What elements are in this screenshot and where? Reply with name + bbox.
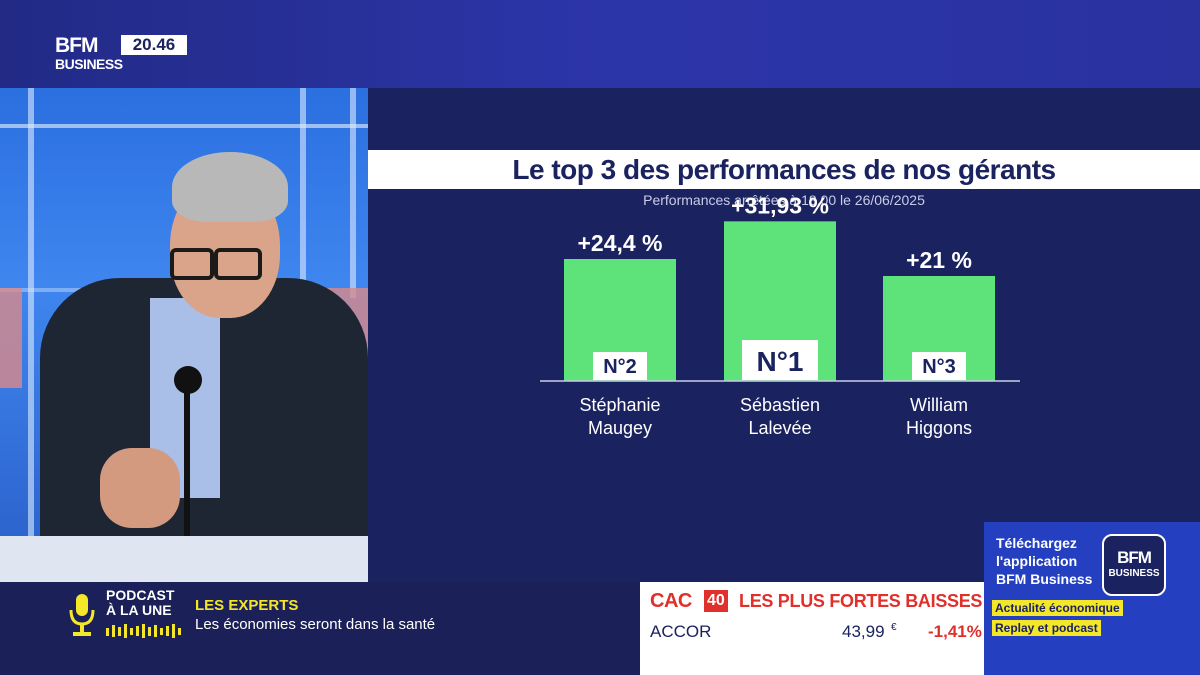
microphone-stand (184, 378, 190, 548)
chart-subtitle: Performances arrêtées à 18.00 le 26/06/2… (643, 192, 925, 208)
top-band (0, 0, 1200, 88)
program-title: LES EXPERTS (195, 597, 299, 614)
podcast-line1: PODCAST (106, 587, 175, 603)
presenter-glasses (170, 248, 214, 280)
index-name: CAC (650, 590, 692, 612)
clock: 20.46 (121, 35, 187, 55)
presenter-glasses (214, 248, 262, 280)
category-label: Stéphanie (579, 395, 660, 415)
rank-badge (742, 340, 818, 380)
logo-bottom-text: BUSINESS (55, 56, 123, 72)
data-label: +31,93 % (731, 192, 829, 218)
bfm-app-logo: BFM BUSINESS (1102, 534, 1166, 596)
chart-panel: Le top 3 des performances de nos gérants… (368, 88, 1200, 582)
studio-desk (0, 536, 368, 582)
market-ticker-box (640, 582, 984, 675)
studio-video-feed (0, 88, 368, 582)
microphone-icon (174, 366, 202, 394)
promo-text: Téléchargez l'application BFM Business (996, 534, 1106, 588)
index-number: 40 (704, 590, 728, 612)
bfm-business-logo: BFM BUSINESS (55, 34, 123, 76)
presenter-hair (172, 152, 288, 222)
studio-pillar (28, 88, 34, 536)
app-promo: Téléchargez l'application BFM Business B… (984, 522, 1200, 675)
studio-pillar (350, 88, 356, 298)
waveform-icon (106, 624, 181, 638)
rank-label: N°3 (922, 356, 956, 378)
microphone-icon (69, 594, 95, 636)
promo-logo-top: BFM (1117, 548, 1152, 567)
promo-line: Téléchargez (996, 535, 1077, 551)
stock-change: -1,41% (928, 622, 982, 641)
data-label: +24,4 % (577, 230, 662, 256)
rank-badge (593, 352, 647, 380)
rank-badge (912, 352, 966, 380)
stock-currency: € (891, 622, 897, 633)
ticker-header: LES PLUS FORTES BAISSES (739, 591, 983, 611)
presenter-hands (100, 448, 180, 528)
rank-label: N°1 (757, 346, 804, 377)
data-label: +21 % (906, 247, 972, 273)
chart-title: Le top 3 des performances de nos gérants (512, 154, 1056, 185)
podcast-label: PODCAST À LA UNE (106, 588, 196, 618)
category-label: William (910, 395, 968, 415)
logo-top-text: BFM (55, 34, 98, 57)
category-label: Higgons (906, 418, 972, 438)
studio-panel (0, 288, 22, 388)
promo-logo-bottom: BUSINESS (1108, 568, 1160, 579)
title-bar (368, 150, 1200, 189)
bar-chart: +24,4 % N°2 Stéphanie Maugey +31,93 % N°1 Séba… (540, 192, 1020, 438)
stock-name: ACCOR (650, 622, 712, 641)
rank-label: N°2 (603, 356, 637, 378)
studio-light-beam (0, 124, 368, 128)
promo-tag-news: Actualité économique (992, 600, 1123, 616)
promo-line: l'application (996, 553, 1078, 569)
category-label: Maugey (588, 418, 652, 438)
promo-tag-replay: Replay et podcast (992, 620, 1101, 636)
category-label: Lalevée (748, 418, 811, 438)
category-label: Sébastien (740, 395, 820, 415)
promo-line: BFM Business (996, 571, 1093, 587)
studio-pillar (300, 88, 306, 298)
podcast-line2: À LA UNE (106, 602, 172, 618)
stock-price: 43,99 (842, 622, 885, 641)
program-subtitle: Les économies seront dans la santé (195, 616, 436, 633)
